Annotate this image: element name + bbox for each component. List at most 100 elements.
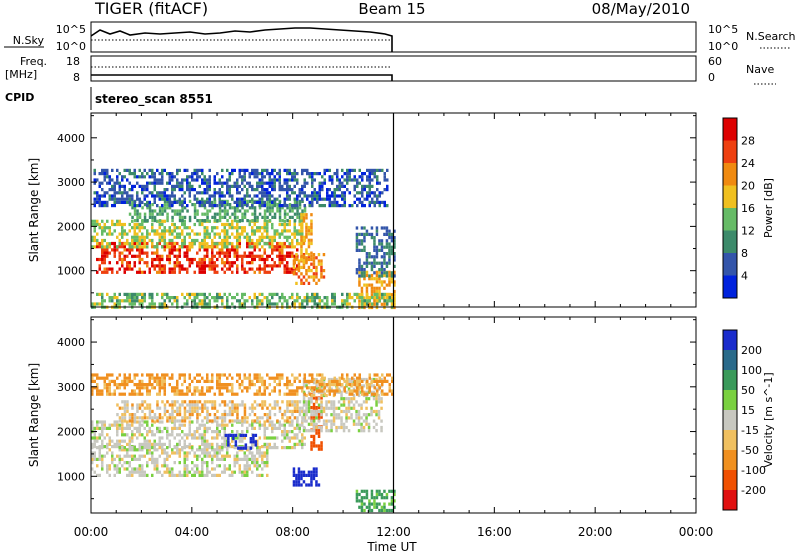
velocity-cell [347, 381, 351, 385]
power-cell [213, 199, 217, 203]
power-cell [208, 261, 211, 265]
power-cell [393, 293, 396, 297]
power-cell [136, 226, 139, 230]
power-cell [238, 168, 241, 172]
velocity-cell [278, 426, 281, 430]
power-cell [146, 200, 149, 204]
freq-unit: [MHz] [5, 68, 37, 81]
velocity-cell [208, 400, 212, 404]
velocity-cell [181, 383, 184, 387]
velocity-cell [221, 386, 224, 390]
power-cell [201, 242, 204, 246]
velocity-cell [196, 403, 199, 407]
power-cell [168, 194, 171, 198]
power-cell [163, 188, 166, 192]
power-cell [126, 254, 129, 258]
velocity-cell [278, 420, 281, 424]
velocity-cell [365, 397, 368, 401]
velocity-cell [301, 439, 304, 443]
velocity-cell [123, 446, 126, 450]
power-cell [208, 197, 211, 201]
power-cell [368, 175, 371, 179]
velocity-cell [347, 429, 351, 433]
velocity-cell [186, 386, 189, 390]
power-cell [126, 296, 129, 300]
power-cell [296, 206, 299, 210]
velocity-cell [91, 423, 94, 427]
power-cell [128, 245, 131, 249]
power-cell [181, 209, 184, 213]
velocity-cell [161, 386, 164, 390]
velocity-cell [181, 430, 184, 434]
power-cell [356, 292, 359, 296]
power-cell [153, 245, 156, 249]
power-cell [368, 302, 371, 306]
velocity-cell [370, 508, 374, 513]
power-cell [323, 181, 326, 185]
velocity-cell [176, 383, 179, 387]
power-cell [351, 168, 354, 172]
power-cell [348, 292, 351, 296]
power-cell [111, 178, 114, 182]
velocity-cell [98, 473, 101, 477]
power-cell [151, 181, 154, 185]
power-cell [286, 264, 289, 268]
velocity-cell [350, 400, 353, 404]
power-cell [368, 178, 371, 182]
velocity-cell [163, 406, 167, 410]
power-cell [193, 222, 196, 227]
power-cell [168, 257, 171, 262]
velocity-cell [236, 436, 239, 440]
power-cell [221, 242, 224, 246]
velocity-cell [141, 442, 144, 446]
power-cell [333, 191, 336, 195]
power-cell [331, 200, 334, 204]
power-cell [238, 238, 241, 243]
power-cell [366, 197, 369, 201]
velocity-cell [131, 457, 134, 461]
power-cell [263, 191, 266, 195]
velocity-cell [91, 454, 94, 458]
velocity-cell [103, 383, 106, 387]
velocity-cell [113, 392, 116, 396]
power-cell [361, 292, 364, 296]
velocity-cell [191, 473, 194, 477]
velocity-cell [153, 461, 156, 465]
power-cell [183, 215, 187, 219]
power-cell [96, 292, 99, 296]
velocity-cell [218, 373, 221, 377]
velocity-colorbar-tick: -50 [741, 444, 759, 457]
velocity-cell [286, 430, 289, 434]
power-cell [328, 175, 331, 179]
velocity-cell [243, 376, 246, 380]
velocity-cell [263, 386, 266, 390]
power-cell [141, 188, 144, 192]
power-cell [236, 251, 239, 255]
power-cell [203, 257, 206, 262]
power-cell [268, 219, 272, 223]
power-cell [373, 296, 376, 300]
power-cell [173, 270, 176, 274]
velocity-cell [118, 470, 121, 474]
power-cell [208, 302, 211, 306]
power-cell [353, 194, 356, 198]
power-cell [111, 197, 114, 201]
power-cell [211, 194, 214, 198]
velocity-cell [93, 454, 96, 458]
velocity-cell [233, 392, 236, 396]
power-cell [346, 299, 349, 303]
power-cell [161, 204, 164, 208]
power-cell [381, 191, 384, 195]
power-cell [281, 302, 284, 306]
power-cell [271, 184, 274, 188]
velocity-cell [233, 403, 237, 407]
velocity-cell [126, 376, 129, 380]
velocity-cell [368, 502, 371, 506]
power-cell [323, 296, 326, 300]
power-cell [296, 248, 299, 252]
power-cell [223, 238, 226, 243]
velocity-cell [151, 386, 154, 390]
velocity-cell [123, 400, 127, 404]
power-cell [121, 184, 124, 188]
velocity-cell [386, 379, 389, 383]
